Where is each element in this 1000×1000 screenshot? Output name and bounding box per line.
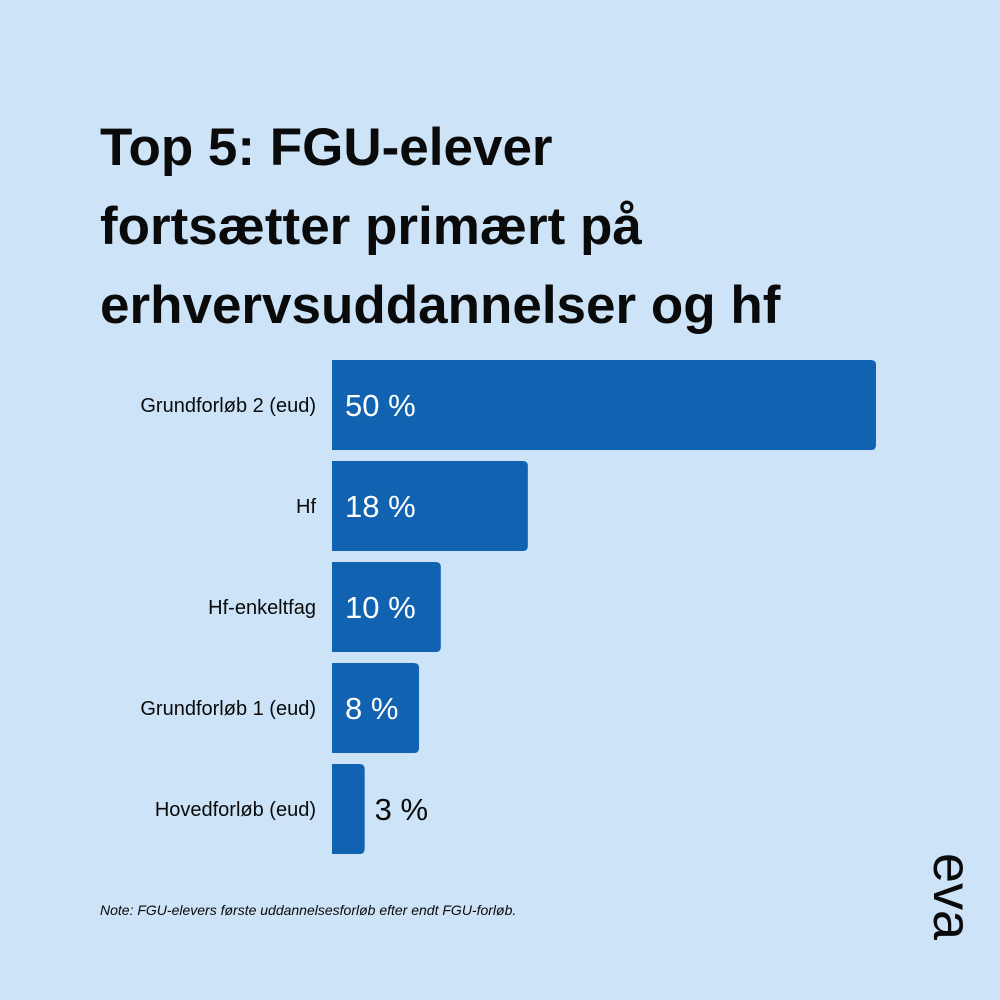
bar [332,663,420,753]
category-label: Grundforløb 2 (eud) [140,395,316,417]
chart-title-line-3: erhvervsuddannelser og hf [100,276,781,335]
bar [332,360,876,450]
bars-layer: Grundforløb 2 (eud) 50 % Hf 18 % Hf-enkeltfa… [140,360,876,854]
eva-logo: eva [928,853,976,941]
chart-note: Note: FGU-elevers første uddannelsesforl… [100,902,517,918]
category-label: Grundforløb 1 (eud) [140,698,316,720]
category-label: Hovedforløb (eud) [155,799,316,821]
data-label: 3 % [375,792,428,827]
bar [332,562,441,652]
data-label: 10 % [345,590,416,625]
bar [332,461,528,551]
eva-logo-text: eva [928,853,976,941]
chart-title-line-1: Top 5: FGU-elever [100,118,553,177]
category-label: Hf-enkeltfag [208,597,316,619]
bar [332,764,365,854]
chart-title: Top 5: FGU-elever fortsætter primært på … [100,108,960,345]
chart-title-line-2: fortsætter primært på [100,197,642,256]
data-label: 50 % [345,388,416,423]
category-label: Hf [296,496,316,518]
data-label: 8 % [345,691,398,726]
data-label: 18 % [345,489,416,524]
